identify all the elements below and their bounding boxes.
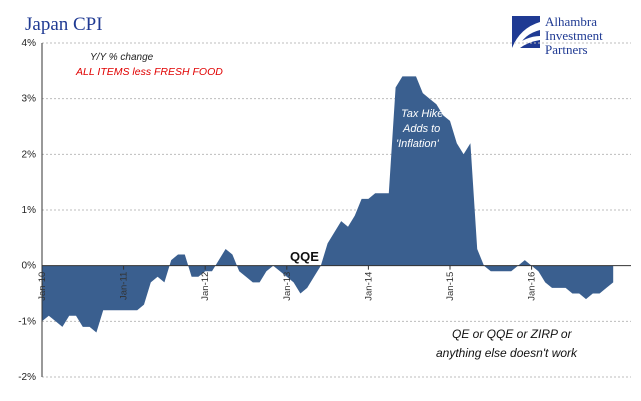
logo-line3: Partners bbox=[545, 42, 588, 57]
x-tick-label: Jan-13 bbox=[282, 272, 293, 301]
x-tick-label: Jan-16 bbox=[527, 272, 538, 301]
logo-line1: Alhambra bbox=[545, 14, 597, 29]
y-tick-label: 0% bbox=[22, 261, 37, 272]
logo-line2: Investment bbox=[545, 28, 603, 43]
tax-hike-line3: 'Inflation' bbox=[396, 138, 440, 150]
y-tick-label: -2% bbox=[18, 372, 36, 383]
series-label: ALL ITEMS less FRESH FOOD bbox=[75, 66, 223, 78]
logo: Alhambra Investment Partners bbox=[512, 14, 603, 57]
x-tick-label: Jan-10 bbox=[37, 272, 48, 301]
x-tick-label: Jan-11 bbox=[119, 272, 130, 300]
note-line1: QE or QQE or ZIRP or bbox=[452, 327, 573, 341]
x-tick-label: Jan-15 bbox=[445, 272, 456, 301]
x-axis-ticks: Jan-10 Jan-11 Jan-12 Jan-13 Jan-14 Jan-15 Jan-… bbox=[37, 265, 538, 301]
tax-hike-line1: Tax Hike bbox=[401, 108, 443, 120]
x-tick-label: Jan-12 bbox=[200, 272, 211, 301]
chart-subtitle: Y/Y % change bbox=[90, 52, 154, 63]
x-tick-label: Jan-14 bbox=[363, 272, 374, 301]
y-tick-label: 1% bbox=[22, 205, 37, 216]
chart-title: Japan CPI bbox=[25, 14, 103, 35]
tax-hike-line2: Adds to bbox=[402, 123, 440, 135]
y-tick-label: 3% bbox=[22, 94, 37, 105]
logo-swoosh-icon bbox=[512, 22, 540, 48]
tax-hike-annotation: Tax Hike Adds to 'Inflation' bbox=[396, 108, 443, 150]
note-line2: anything else doesn't work bbox=[436, 346, 578, 360]
y-tick-label: 4% bbox=[22, 38, 37, 49]
y-axis-ticks: 4% 3% 2% 1% 0% -1% -2% bbox=[18, 38, 36, 383]
y-tick-label: -1% bbox=[18, 316, 36, 327]
cpi-area-series bbox=[42, 76, 614, 333]
y-tick-label: 2% bbox=[22, 149, 37, 160]
qqe-annotation: QQE bbox=[290, 249, 319, 264]
